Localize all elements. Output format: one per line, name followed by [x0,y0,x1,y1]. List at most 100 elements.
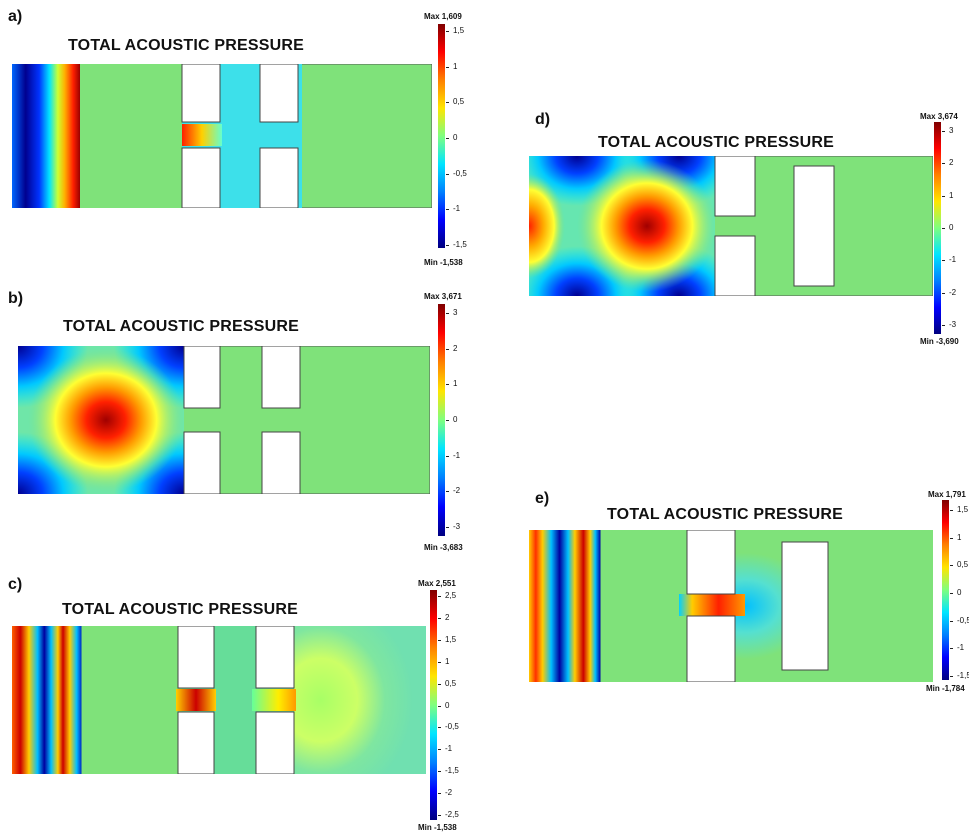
colorbar-tick-label: -2,5 [445,810,459,819]
colorbar-tick-mark [950,620,953,622]
colorbar-tick-label: -2 [453,486,461,496]
colorbar-tick-label: 1,5 [445,634,457,644]
colorbar-tick-mark [942,195,945,197]
panel-e-colorbar-min: Min -1,784 [926,684,965,693]
colorbar-tick-mark [446,138,449,139]
panel-e-label: e) [535,490,550,507]
colorbar-tick-label: 0,5 [957,560,969,570]
colorbar-tick-mark [446,245,449,246]
colorbar-tick-label: -2 [949,287,957,297]
colorbar-tick-label: 0 [453,415,458,424]
colorbar-tick-label: -1,5 [453,240,467,249]
colorbar-tick-label: 3 [453,308,458,317]
colorbar-tick-mark [438,815,441,816]
panel-b-colorbar-min: Min -3,683 [424,543,463,552]
colorbar-tick-label: -1 [957,643,965,653]
panel-c-colorbar [430,590,437,820]
panel-b-colorbar [438,304,445,536]
colorbar-tick-mark [446,491,449,493]
panel-a-colorbar-min: Min -1,538 [424,258,463,267]
panel-e-colorbar [942,500,949,680]
panel-b-colorbar-max: Max 3,671 [424,292,462,301]
colorbar-tick-mark [438,661,441,663]
colorbar-tick-mark [942,325,945,326]
panel-b-title: TOTAL ACOUSTIC PRESSURE [63,318,300,335]
panel-a-colorbar-max: Max 1,609 [424,12,462,21]
colorbar-tick-label: 0 [957,588,962,597]
colorbar-tick-label: -0,5 [453,168,467,178]
panel-e-colorbar-max: Max 1,791 [928,490,966,499]
colorbar-tick-mark [950,565,953,567]
colorbar-tick-label: -1 [453,450,461,460]
colorbar-tick-label: 1 [453,379,458,389]
panel-a-label: a) [8,8,23,25]
panel-d-pressure-field [529,156,933,296]
colorbar-tick-mark [446,31,449,32]
colorbar-tick-mark [950,648,953,650]
colorbar-tick-mark [950,537,953,539]
colorbar-tick-label: -3 [949,320,957,329]
panel-c-title: TOTAL ACOUSTIC PRESSURE [62,601,299,618]
panel-a-colorbar [438,24,445,248]
panel-d-colorbar-min: Min -3,690 [920,337,959,346]
colorbar-tick-label: -1,5 [957,671,969,680]
colorbar-tick-label: -1 [445,744,453,754]
panel-e-title: TOTAL ACOUSTIC PRESSURE [607,506,844,523]
colorbar-tick-label: 1 [957,532,962,542]
colorbar-tick-label: -1 [453,204,461,214]
colorbar-tick-label: 0 [453,133,458,142]
colorbar-tick-mark [438,683,441,685]
panel-d-colorbar [934,122,941,334]
colorbar-tick-mark [446,209,449,211]
panel-c-colorbar-max: Max 2,551 [418,579,456,588]
colorbar-tick-label: 2,5 [445,591,457,600]
panel-e-pressure-field [529,530,933,682]
colorbar-tick-mark [438,596,441,597]
colorbar-tick-label: 1,5 [453,26,465,35]
colorbar-tick-label: 3 [949,126,954,135]
colorbar-tick-mark [438,771,441,773]
colorbar-tick-mark [446,527,449,528]
colorbar-tick-label: -3 [453,522,461,531]
colorbar-tick-label: 1 [453,61,458,71]
colorbar-tick-mark [438,749,441,751]
colorbar-tick-label: -1,5 [445,766,459,776]
panel-c-label: c) [8,576,23,593]
colorbar-tick-mark [950,593,953,594]
colorbar-tick-mark [446,348,449,350]
colorbar-tick-mark [446,66,449,68]
panel-d-label: d) [535,111,551,128]
panel-d-colorbar-max: Max 3,674 [920,112,958,121]
colorbar-tick-label: -0,5 [957,615,969,625]
colorbar-tick-mark [446,384,449,386]
colorbar-tick-mark [942,131,945,132]
colorbar-tick-mark [950,676,953,677]
colorbar-tick-mark [942,260,945,262]
colorbar-tick-mark [438,727,441,729]
colorbar-tick-label: 1,5 [957,505,969,514]
colorbar-tick-label: 0 [445,700,450,710]
colorbar-tick-mark [942,163,945,165]
colorbar-tick-mark [950,510,953,511]
colorbar-tick-mark [446,313,449,314]
colorbar-tick-mark [446,102,449,104]
panel-c-pressure-field [12,626,426,774]
colorbar-tick-label: 2 [453,343,458,353]
colorbar-tick-label: 0,5 [453,97,465,107]
panel-b-label: b) [8,290,24,307]
panel-c-colorbar-min: Min -1,538 [418,823,457,832]
panel-d-title: TOTAL ACOUSTIC PRESSURE [598,134,835,151]
panel-a-pressure-field [12,64,432,208]
colorbar-tick-label: -2 [445,788,453,798]
colorbar-tick-mark [942,292,945,294]
colorbar-tick-label: -1 [949,255,957,265]
colorbar-tick-mark [446,420,449,421]
colorbar-tick-label: 1 [949,190,954,200]
colorbar-tick-mark [942,228,945,229]
colorbar-tick-label: -0,5 [445,722,459,732]
colorbar-tick-label: 2 [949,158,954,168]
colorbar-tick-mark [446,173,449,175]
colorbar-tick-mark [438,639,441,641]
colorbar-tick-mark [438,617,441,619]
colorbar-tick-mark [438,793,441,795]
